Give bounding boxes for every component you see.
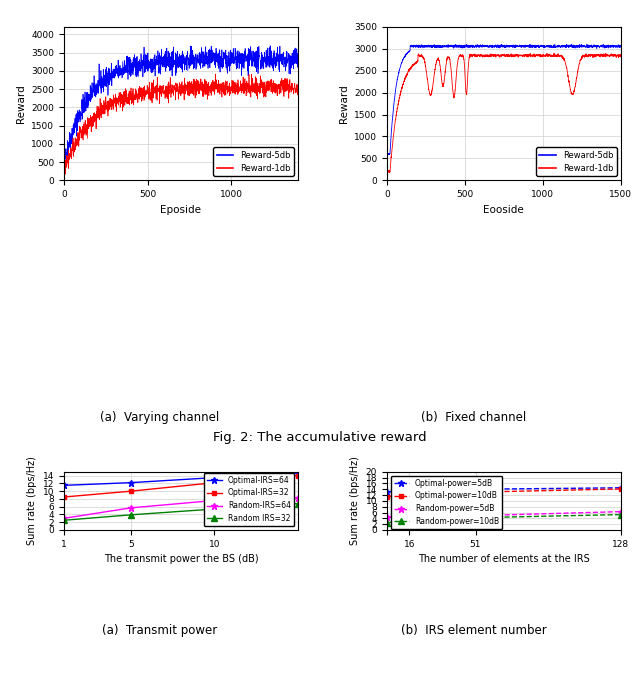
Text: (a)  Transmit power: (a) Transmit power xyxy=(102,623,218,636)
Text: (a)  Varying channel: (a) Varying channel xyxy=(100,411,220,424)
X-axis label: The transmit power the BS (dB): The transmit power the BS (dB) xyxy=(104,554,259,564)
X-axis label: Eposide: Eposide xyxy=(161,204,202,214)
X-axis label: Eooside: Eooside xyxy=(483,204,524,214)
Y-axis label: Reward: Reward xyxy=(339,84,349,123)
Text: (b)  IRS element number: (b) IRS element number xyxy=(401,623,547,636)
Y-axis label: Sum rate (bps/Hz): Sum rate (bps/Hz) xyxy=(28,456,37,545)
Legend: Optimal-IRS=64, Optimal-IRS=32, Random-IRS=64, Random IRS=32: Optimal-IRS=64, Optimal-IRS=32, Random-I… xyxy=(204,472,294,526)
Text: (b)  Fixed channel: (b) Fixed channel xyxy=(421,411,526,424)
Legend: Reward-5db, Reward-1db: Reward-5db, Reward-1db xyxy=(213,147,294,176)
Legend: Reward-5db, Reward-1db: Reward-5db, Reward-1db xyxy=(536,147,616,176)
Y-axis label: Reward: Reward xyxy=(16,84,26,123)
X-axis label: The number of elements at the IRS: The number of elements at the IRS xyxy=(418,554,589,564)
Y-axis label: Sum rate (bps/Hz): Sum rate (bps/Hz) xyxy=(350,456,360,545)
Text: Fig. 2: The accumulative reward: Fig. 2: The accumulative reward xyxy=(213,431,427,444)
Legend: Optimal-power=5dB, Optimal-power=10dB, Random-power=5dB, Random-power=10dB: Optimal-power=5dB, Optimal-power=10dB, R… xyxy=(390,476,502,529)
